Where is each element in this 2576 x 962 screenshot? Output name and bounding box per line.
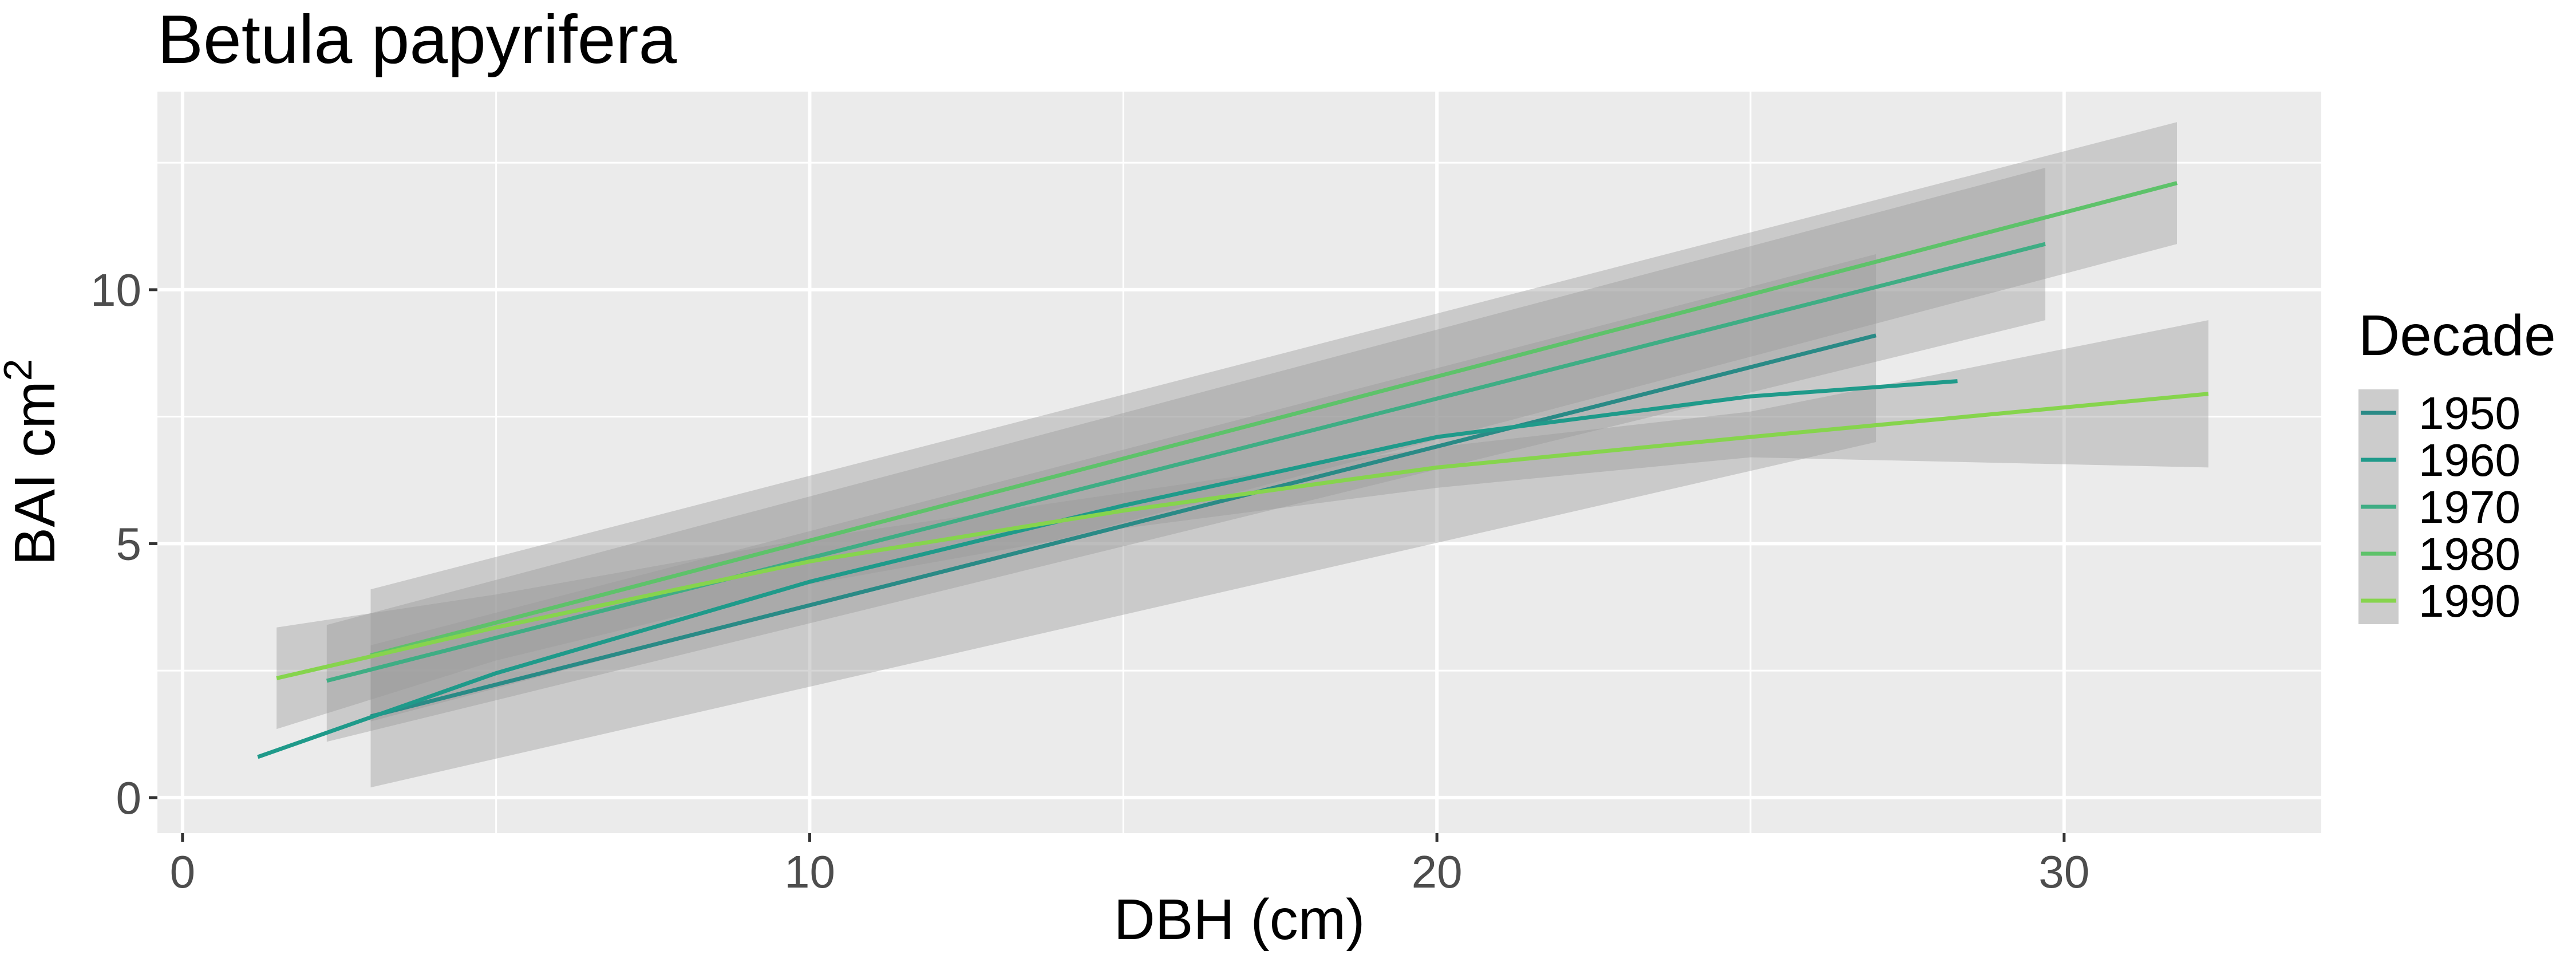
legend-label-1960: 1960 <box>2419 435 2520 486</box>
y-axis-title: BAI cm2 <box>0 358 67 565</box>
x-axis-title: DBH (cm) <box>1114 888 1365 952</box>
x-tick-label: 30 <box>2038 846 2089 897</box>
legend-title: Decade <box>2358 303 2556 368</box>
ribbon-1980 <box>370 122 2177 722</box>
line-1950 <box>370 333 1876 719</box>
y-axis-title-superscript: 2 <box>0 358 40 381</box>
y-tick-label: 5 <box>116 518 142 569</box>
series-lines <box>257 181 2209 759</box>
y-tick-label: 0 <box>116 772 142 823</box>
line-1980 <box>370 181 2178 657</box>
line-1960 <box>257 379 1958 759</box>
legend-label-1990: 1990 <box>2419 575 2520 626</box>
ribbon-1990 <box>276 320 2208 730</box>
grid-major <box>157 92 2321 833</box>
x-tick-label: 20 <box>1412 846 1463 897</box>
line-1970 <box>326 242 2046 683</box>
legend-label-1950: 1950 <box>2419 388 2520 439</box>
line-1990 <box>276 392 2209 680</box>
x-axis-ticks: 0 10 20 30 <box>170 833 2089 897</box>
plot-panel <box>157 92 2321 833</box>
chart-title: Betula papyrifera <box>157 1 677 78</box>
y-tick-label: 10 <box>90 265 141 316</box>
legend-label-1980: 1980 <box>2419 529 2520 579</box>
x-tick-label: 0 <box>170 846 196 897</box>
x-tick-label: 10 <box>784 846 835 897</box>
legend-label-1970: 1970 <box>2419 482 2520 533</box>
y-axis-title-main: BAI cm <box>3 381 67 565</box>
ribbon-1950 <box>370 254 1876 788</box>
y-axis-ticks: 0 5 10 <box>90 265 157 823</box>
